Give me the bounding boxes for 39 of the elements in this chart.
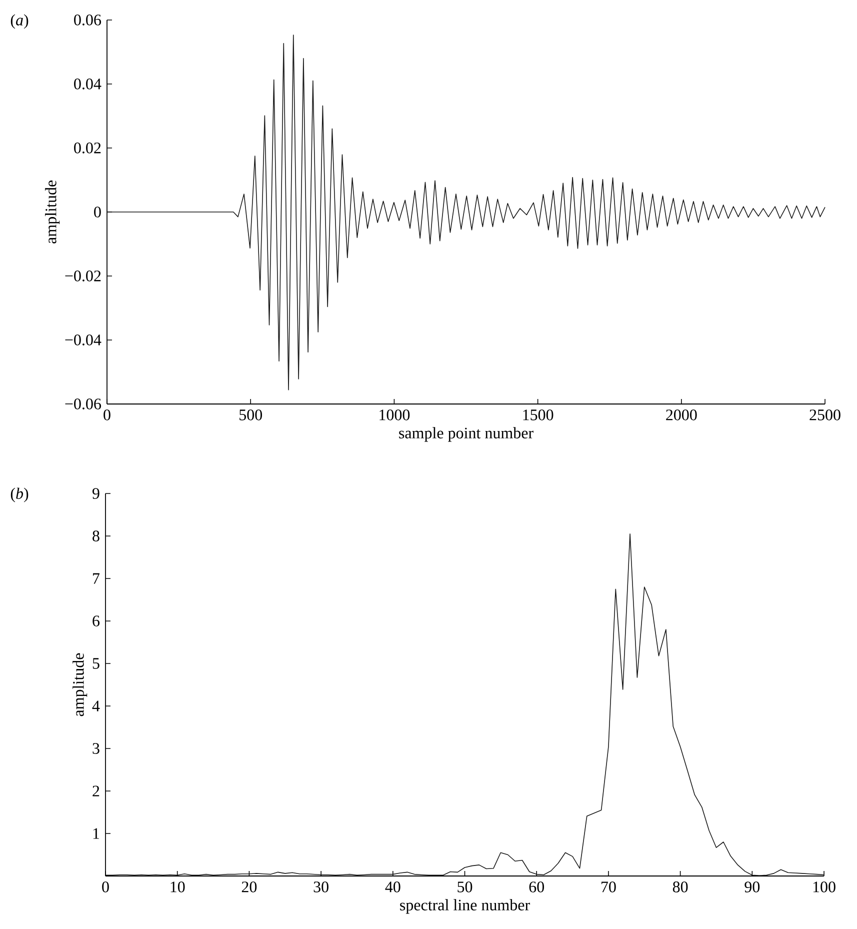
x-tick-label: 10	[170, 882, 185, 892]
y-tick-label: 4	[92, 700, 100, 712]
y-tick-label: 3	[92, 743, 100, 754]
y-tick-label: 0.06	[74, 14, 101, 26]
x-tick-label: 1000	[380, 410, 410, 420]
y-tick-label: 8	[92, 530, 100, 542]
y-axis-title: amplitude	[72, 653, 88, 716]
y-tick-label: −0.02	[65, 270, 101, 282]
x-tick-label: 0	[102, 882, 109, 892]
x-axis-title: spectral line number	[400, 899, 530, 914]
x-tick-label: 20	[242, 882, 257, 892]
y-tick-label: −0.04	[65, 334, 102, 346]
x-tick-label: 500	[240, 410, 262, 420]
x-tick-label: 80	[672, 882, 688, 892]
x-tick-label: 0	[104, 410, 110, 420]
x-tick-label: 2500	[810, 410, 840, 420]
x-tick-label: 40	[385, 882, 400, 892]
x-tick-label: 1500	[523, 410, 554, 420]
y-tick-label: 2	[92, 786, 100, 796]
y-axis-title: amplitude	[45, 180, 60, 244]
y-tick-label: 1	[93, 828, 100, 839]
y-tick-label: 5	[92, 658, 100, 669]
x-tick-label: 50	[458, 882, 472, 892]
y-tick-label: 6	[92, 616, 100, 626]
y-tick-label: 0	[94, 206, 101, 218]
y-tick-label: 0.04	[74, 78, 102, 90]
chart-title: (a)	[10, 14, 28, 29]
chart-title: (b)	[10, 488, 28, 502]
y-tick-label: −0.06	[65, 398, 101, 410]
y-tick-label: 0.02	[74, 142, 101, 154]
x-tick-label: 2000	[666, 410, 697, 420]
x-axis-title: sample point number	[399, 427, 534, 442]
x-tick-label: 70	[602, 882, 616, 892]
x-tick-label: 90	[744, 882, 760, 892]
x-tick-label: 60	[529, 882, 544, 892]
x-tick-label: 100	[813, 882, 836, 892]
x-tick-label: 30	[314, 882, 328, 892]
y-tick-label: 7	[93, 573, 100, 584]
y-tick-label: 9	[92, 488, 100, 499]
